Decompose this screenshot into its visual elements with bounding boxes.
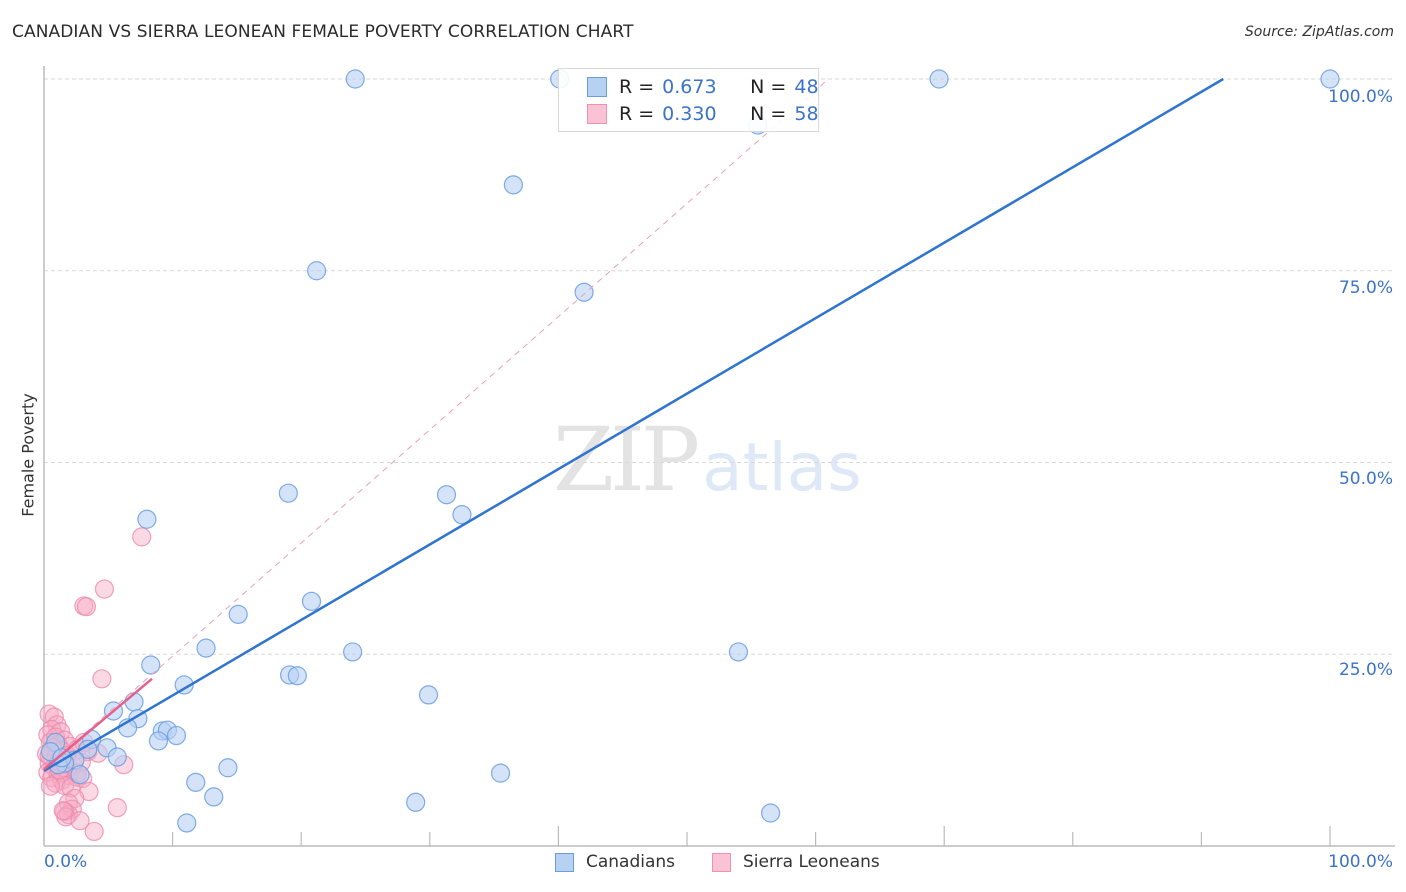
sierra-leoneans-trendline [43, 677, 153, 771]
data-point [39, 704, 59, 724]
data-point [53, 801, 73, 821]
y-tick-100: 100.0% [1328, 87, 1393, 107]
data-point [166, 725, 187, 746]
data-point [929, 69, 949, 89]
data-point [1320, 69, 1340, 89]
n-value: 48 [794, 76, 819, 98]
sierra-leoneans-swatch [712, 852, 731, 872]
n-value: 58 [794, 103, 819, 125]
stats-row-canadians: R = 0.673 N = 48 [587, 75, 819, 99]
data-point [406, 792, 426, 812]
data-point [107, 798, 127, 818]
data-point [141, 655, 161, 675]
data-point [137, 509, 157, 529]
data-point [452, 505, 472, 525]
sierra-leoneans-points [36, 527, 152, 842]
data-point [107, 747, 127, 767]
data-point [287, 666, 307, 686]
data-point [301, 591, 322, 611]
data-point [58, 804, 79, 825]
x-tick-0: 0.0% [44, 852, 88, 872]
data-point [218, 758, 238, 778]
r-label: R = [619, 103, 655, 125]
canadians-swatch [555, 852, 574, 872]
data-point [728, 642, 749, 662]
data-point [760, 803, 781, 823]
data-point [177, 813, 197, 833]
chart-title: CANADIAN VS SIERRA LEONEAN FEMALE POVERT… [12, 22, 634, 42]
stats-row-sierra-leoneans: R = 0.330 N = 58 [587, 102, 819, 126]
y-tick-50: 50.0% [1338, 469, 1393, 489]
data-point [186, 772, 206, 792]
y-tick-75: 75.0% [1338, 278, 1393, 298]
data-point [196, 638, 216, 658]
data-point [574, 282, 594, 302]
axes [43, 66, 1395, 847]
n-label: N = [750, 76, 787, 98]
data-point [503, 175, 523, 195]
series-legend: Canadians Sierra Leoneans [0, 852, 1406, 878]
data-point [436, 485, 457, 505]
data-point [345, 69, 365, 89]
data-point [94, 579, 115, 599]
stats-legend: R = 0.673 N = 48 R = 0.330 N = 58 [558, 68, 819, 132]
legend-label: Canadians [586, 852, 676, 872]
canadians-trendline [43, 77, 1224, 772]
data-point [418, 685, 439, 705]
sierra-leoneans-trendline-extension [43, 78, 829, 770]
data-point [174, 675, 194, 695]
canadians-points [40, 69, 1340, 833]
gridlines [44, 78, 1395, 655]
data-point [343, 642, 363, 662]
x-tick-100: 100.0% [1328, 852, 1393, 872]
data-point [40, 776, 61, 796]
r-label: R = [619, 76, 655, 98]
legend-label: Sierra Leoneans [743, 852, 880, 872]
legend-item-canadians[interactable]: Canadians [555, 852, 675, 872]
data-point [84, 821, 104, 842]
source-label: Source: ZipAtlas.com [1244, 24, 1394, 40]
data-point [307, 261, 327, 281]
data-point [92, 669, 112, 689]
data-point [228, 604, 248, 624]
data-point [70, 811, 90, 831]
data-point [76, 597, 97, 617]
data-point [132, 527, 152, 547]
data-point [148, 731, 169, 751]
data-point [204, 787, 224, 807]
r-value: 0.673 [662, 76, 717, 98]
legend-item-sierra-leoneans[interactable]: Sierra Leoneans [712, 852, 880, 872]
sierra-leoneans-swatch [587, 104, 607, 124]
data-point [490, 763, 511, 783]
canadians-swatch [587, 77, 607, 97]
data-point [278, 483, 298, 503]
trendlines [43, 77, 1224, 772]
n-label: N = [750, 103, 787, 125]
y-tick-25: 25.0% [1338, 660, 1393, 680]
data-point [70, 765, 90, 785]
r-value: 0.330 [662, 103, 717, 125]
